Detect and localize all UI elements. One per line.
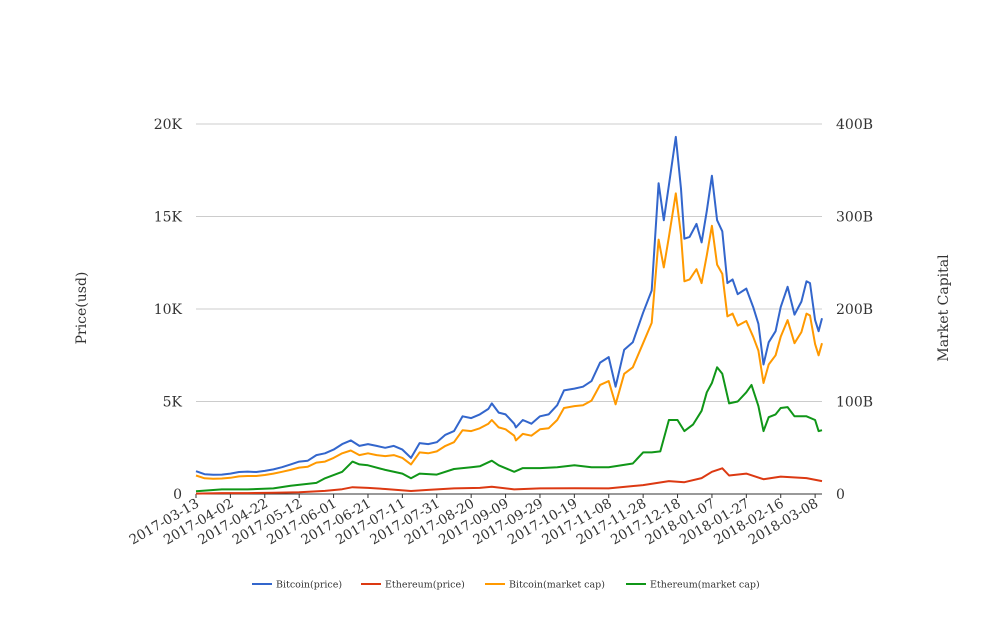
series-line-ethereum-market-cap (195, 366, 823, 493)
x-axis: 2017-03-132017-04-022017-04-222017-05-12… (127, 494, 821, 548)
y-axis-left-title: Price(usd) (74, 272, 90, 345)
series-line-ethereum-price (195, 467, 823, 495)
legend-label: Ethereum(price) (385, 580, 465, 591)
legend-item: Ethereum(price) (361, 580, 465, 591)
y-left-tick-label: 10K (154, 302, 183, 318)
y-left-tick-label: 15K (154, 210, 183, 226)
y-left-tick-label: 5K (163, 395, 183, 411)
series-line-bitcoin-market-cap (195, 192, 823, 480)
y-right-tick-label: 100B (836, 395, 873, 411)
legend-item: Ethereum(market cap) (626, 580, 760, 591)
legend-item: Bitcoin(market cap) (485, 580, 605, 591)
legend-item: Bitcoin(price) (252, 580, 342, 591)
legend-label: Bitcoin(price) (276, 580, 342, 591)
y-right-tick-label: 400B (836, 117, 873, 133)
gridlines (196, 123, 822, 495)
y-right-tick-label: 200B (836, 302, 873, 318)
y-axis-right: 0 100B 200B 300B 400B (836, 117, 873, 503)
series-lines (195, 135, 823, 495)
series-line-bitcoin-price (195, 135, 823, 476)
y-right-tick-label: 300B (836, 210, 873, 226)
y-left-tick-label: 0 (173, 487, 182, 503)
legend-label: Ethereum(market cap) (650, 580, 760, 591)
y-right-tick-label: 0 (836, 487, 845, 503)
legend: Bitcoin(price) Ethereum(price) Bitcoin(mar… (252, 580, 760, 591)
y-axis-left: 0 5K 10K 15K 20K (154, 117, 183, 503)
y-axis-right-title: Market Capital (936, 254, 952, 362)
y-left-tick-label: 20K (154, 117, 183, 133)
legend-label: Bitcoin(market cap) (509, 580, 605, 591)
